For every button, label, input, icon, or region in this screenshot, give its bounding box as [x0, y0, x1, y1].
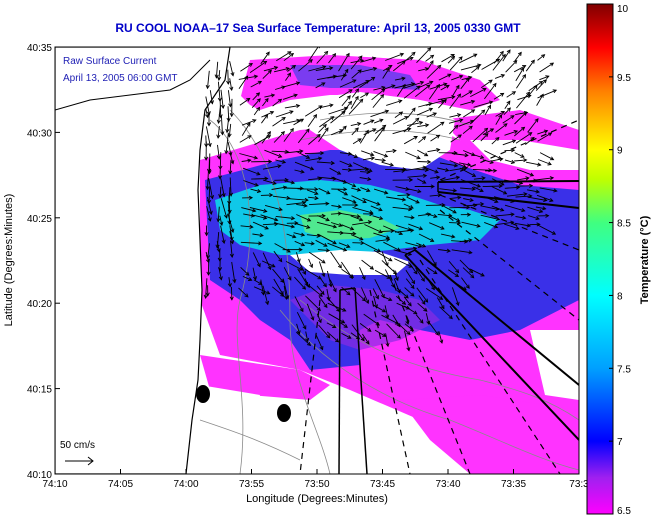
colorbar	[587, 4, 613, 514]
chart-title: RU COOL NOAA–17 Sea Surface Temperature:…	[115, 21, 521, 35]
y-tick-label: 40:20	[27, 299, 52, 310]
colorbar-label: Temperature (°C)	[639, 215, 651, 304]
y-axis-label: Latitude (Degrees:Minutes)	[3, 194, 15, 327]
colorbar-tick-label: 9.5	[617, 73, 631, 84]
x-tick-label: 74:05	[108, 479, 133, 490]
y-tick-label: 40:25	[27, 214, 52, 225]
radar-line-solid	[339, 290, 340, 474]
x-tick-label: 74:00	[173, 479, 198, 490]
colorbar-tick-label: 8	[617, 291, 623, 302]
colorbar-tick-label: 7.5	[617, 364, 631, 375]
current-vector	[220, 152, 221, 169]
y-tick-label: 40:30	[27, 128, 52, 139]
colorbar-tick-label: 10	[617, 4, 629, 15]
scale-label: 50 cm/s	[60, 440, 95, 451]
x-tick-label: 73:40	[435, 479, 460, 490]
radar-site-marker	[196, 385, 210, 403]
current-vector	[517, 186, 532, 187]
current-vector	[231, 287, 232, 300]
current-vector	[418, 162, 431, 163]
y-tick-label: 40:35	[27, 43, 52, 54]
x-axis-label: Longitude (Degrees:Minutes)	[246, 493, 388, 505]
x-tick-label: 73:3	[569, 479, 589, 490]
y-tick-label: 40:15	[27, 385, 52, 396]
current-vector	[298, 189, 318, 190]
x-tick-label: 73:35	[501, 479, 526, 490]
colorbar-tick-label: 7	[617, 437, 623, 448]
radar-site-marker	[277, 404, 291, 422]
current-vector	[463, 205, 476, 206]
current-vector	[228, 70, 229, 84]
current-vector	[449, 207, 469, 208]
x-tick-label: 73:50	[304, 479, 329, 490]
current-vector	[449, 223, 460, 224]
colorbar-tick-label: 6.5	[617, 506, 631, 517]
current-label: Raw Surface Current	[63, 56, 157, 67]
current-vector	[251, 179, 267, 180]
colorbar-tick-label: 9	[617, 146, 623, 157]
y-tick-label: 40:10	[27, 470, 52, 481]
current-time: April 13, 2005 06:00 GMT	[63, 73, 178, 84]
x-tick-label: 73:55	[239, 479, 264, 490]
colorbar-tick-label: 8.5	[617, 219, 631, 230]
x-tick-label: 73:45	[370, 479, 395, 490]
current-vector	[305, 153, 324, 154]
plot-area	[55, 45, 579, 474]
